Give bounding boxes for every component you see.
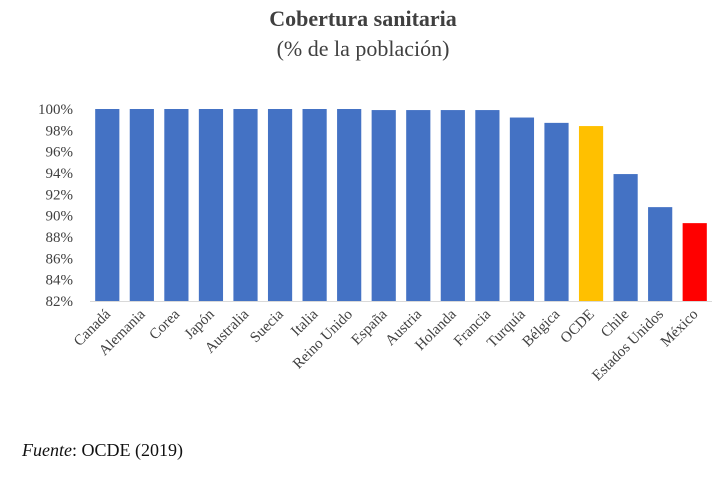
- bar-austria: [406, 110, 431, 301]
- bar-bélgica: [544, 122, 569, 301]
- x-category-label: OCDE: [558, 307, 598, 347]
- bar-alemania: [129, 109, 154, 301]
- chart-subtitle: (% de la población): [276, 36, 450, 61]
- bar-chart: 82%84%86%88%90%92%94%96%98%100%CanadáAle…: [38, 102, 712, 384]
- bar-chile: [613, 174, 638, 301]
- x-category-label: Suecia: [247, 306, 287, 346]
- bar-australia: [233, 109, 258, 301]
- bar-estados-unidos: [648, 207, 673, 301]
- bar-japón: [198, 109, 224, 301]
- y-tick-label: 92%: [46, 187, 74, 203]
- bar-reino-unido: [337, 109, 362, 301]
- x-category-label: Corea: [147, 306, 184, 343]
- y-tick-label: 82%: [46, 294, 74, 310]
- source-label: Fuente: [22, 440, 72, 460]
- bar-francia: [475, 110, 500, 301]
- bar-holanda: [440, 110, 465, 301]
- bar-españa: [371, 110, 396, 301]
- bar-canadá: [95, 109, 120, 301]
- y-tick-label: 84%: [46, 273, 74, 289]
- source-note: Fuente: OCDE (2019): [22, 440, 183, 461]
- x-category-label: Bélgica: [520, 306, 564, 350]
- chart-title: Cobertura sanitaria: [269, 6, 457, 31]
- y-tick-label: 94%: [46, 166, 74, 182]
- bar-méxico: [682, 223, 707, 301]
- bar-italia: [302, 109, 327, 301]
- bar-corea: [164, 109, 189, 301]
- y-tick-label: 86%: [46, 251, 74, 267]
- x-category-label: México: [658, 307, 702, 351]
- y-tick-label: 96%: [46, 145, 74, 161]
- x-category-label: España: [349, 306, 391, 348]
- x-category-label: Turquía: [484, 306, 529, 351]
- y-tick-label: 100%: [38, 102, 73, 118]
- source-text: : OCDE (2019): [71, 440, 183, 460]
- y-tick-label: 88%: [46, 230, 74, 246]
- bar-turquía: [509, 117, 535, 302]
- bar-suecia: [267, 109, 293, 301]
- bar-ocde: [578, 126, 604, 301]
- y-tick-label: 98%: [46, 123, 74, 139]
- y-tick-label: 90%: [46, 209, 74, 225]
